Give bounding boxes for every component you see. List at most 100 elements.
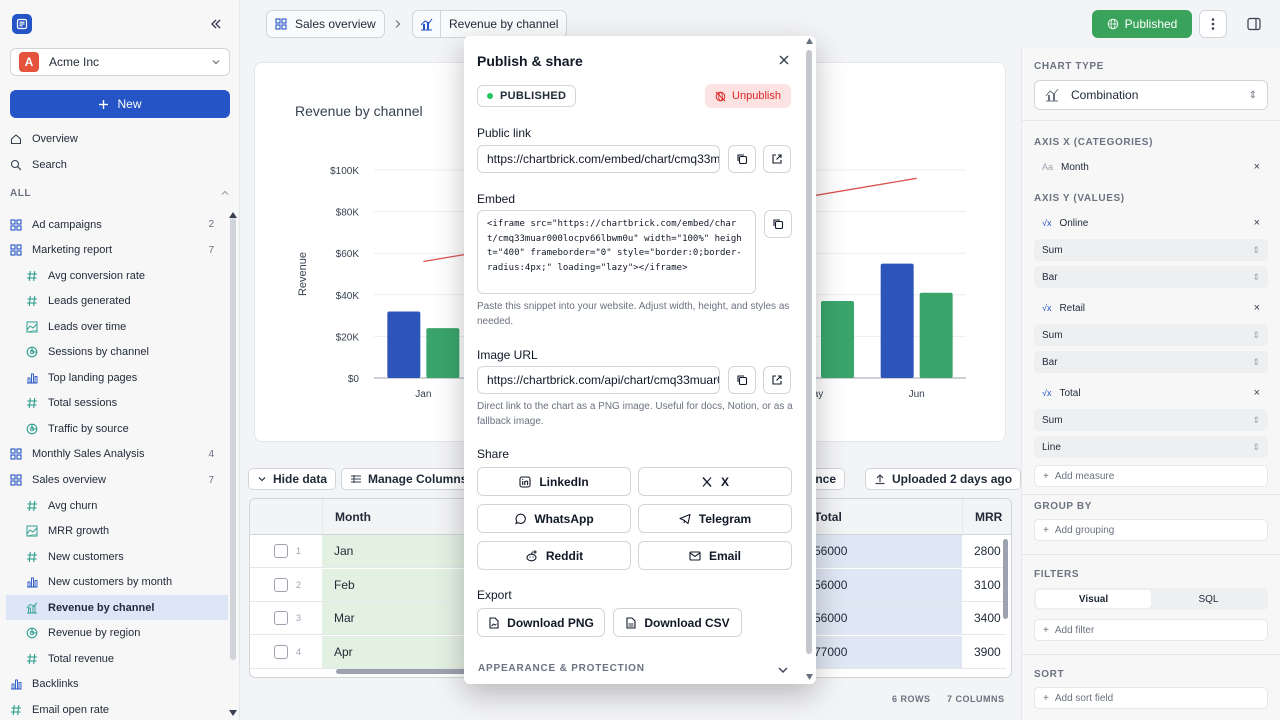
more-menu-button[interactable] [1199,10,1227,38]
embed-code[interactable]: <iframe src="https://chartbrick.com/embe… [477,210,756,294]
nav-search[interactable]: Search [10,155,230,175]
hash-icon [27,270,37,281]
sidebar-item[interactable]: Total revenue [6,646,228,671]
unpublish-button[interactable]: Unpublish [705,84,791,108]
mrr-cell[interactable]: 3100 [962,568,1006,602]
row-checkbox[interactable] [274,611,288,625]
table-header-mrr[interactable]: MRR [962,499,1011,535]
sidebar-item[interactable]: New customers by month [6,570,228,595]
row-checkbox[interactable] [274,544,288,558]
remove-measure-icon[interactable]: × [1253,387,1260,399]
copy-embed-button[interactable] [764,210,792,238]
aggregation-select[interactable]: Sum ⇕ [1034,324,1268,346]
toggle-panel-button[interactable] [1240,10,1268,38]
total-cell[interactable]: 56000 [802,602,962,635]
public-link-input[interactable]: https://chartbrick.com/embed/chart/cmq33… [477,145,720,173]
sidebar-item[interactable]: MRR growth [6,519,228,544]
chevron-down-icon[interactable] [777,665,789,675]
open-public-link-button[interactable] [763,145,791,173]
sidebar-item[interactable]: Monthly Sales Analysis 4 [6,442,228,467]
share-telegram-button[interactable]: Telegram [638,504,792,533]
aggregation-select[interactable]: Sum ⇕ [1034,409,1268,431]
collapse-sidebar-button[interactable] [206,14,226,34]
new-button[interactable]: New [10,90,230,118]
appearance-protection-toggle[interactable]: APPEARANCE & PROTECTION [478,663,645,674]
remove-axis-x-icon[interactable]: × [1253,161,1260,173]
sidebar-scrollbar[interactable] [230,218,236,660]
visualization-select[interactable]: Line ⇕ [1034,436,1268,458]
hide-data-button[interactable]: Hide data [248,468,337,490]
sidebar-item[interactable]: Traffic by source [6,416,228,441]
sidebar-item[interactable]: Backlinks [6,672,228,697]
measure-field[interactable]: √x Retail × [1034,297,1268,319]
copy-icon [737,375,748,386]
total-cell[interactable]: 77000 [802,635,962,669]
sidebar-item[interactable]: Revenue by channel [6,595,228,621]
add-grouping-button[interactable]: + Add grouping [1034,519,1268,541]
sidebar-item[interactable]: New customers [6,544,228,569]
mrr-cell[interactable]: 3400 [962,602,1006,635]
image-url-input[interactable]: https://chartbrick.com/api/chart/cmq33mu… [477,366,720,394]
scroll-down-arrow-icon[interactable] [229,710,237,716]
remove-measure-icon[interactable]: × [1253,302,1260,314]
sidebar-item[interactable]: Revenue by region [6,621,228,646]
manage-columns-button[interactable]: Manage Columns [341,468,477,490]
sidebar-item[interactable]: Marketing report 7 [6,238,228,263]
breadcrumb-dashboard[interactable]: Sales overview [266,10,385,38]
table-v-scroll[interactable] [1002,535,1010,667]
open-image-url-button[interactable] [763,366,791,394]
visualization-select[interactable]: Bar ⇕ [1034,266,1268,288]
sidebar-item[interactable]: Email open rate [6,697,228,720]
share-whatsapp-button[interactable]: WhatsApp [477,504,631,533]
section-all[interactable]: ALL [10,188,230,199]
sidebar-item[interactable]: Leads over time [6,314,228,339]
org-switcher[interactable]: A Acme Inc [10,48,230,76]
download-csv-button[interactable]: Download CSV [613,608,742,637]
scroll-down-arrow-icon[interactable] [806,674,813,680]
table-header-total[interactable]: Total [802,499,962,535]
sidebar-item[interactable]: Avg conversion rate [6,263,228,288]
table-h-scroll[interactable] [336,669,468,674]
app-logo[interactable] [12,14,32,34]
sidebar-item[interactable]: Ad campaigns 2 [6,212,228,237]
measure-field[interactable]: √x Online × [1034,212,1268,234]
aggregation-select[interactable]: Sum ⇕ [1034,239,1268,261]
row-checkbox[interactable] [274,644,288,659]
visualization-select[interactable]: Bar ⇕ [1034,351,1268,373]
tab-visual[interactable]: Visual [1036,590,1151,608]
nav-overview[interactable]: Overview [10,129,230,149]
sidebar-item[interactable]: Total sessions [6,391,228,416]
sidebar-item[interactable]: Leads generated [6,289,228,314]
modal-scrollbar[interactable] [806,50,812,654]
share-x-button[interactable]: X [638,467,792,496]
add-sort-button[interactable]: + Add sort field [1034,687,1268,709]
mrr-cell[interactable]: 3900 [962,635,1006,669]
updown-icon: ⇕ [1252,356,1260,367]
sidebar-item[interactable]: Avg churn [6,493,228,518]
chart-type-select[interactable]: Combination ⇕ [1034,80,1268,110]
total-cell[interactable]: 56000 [802,535,962,568]
row-checkbox[interactable] [274,577,288,592]
share-reddit-button[interactable]: Reddit [477,541,631,570]
scroll-up-arrow-icon[interactable] [229,212,237,218]
uploaded-button[interactable]: Uploaded 2 days ago [865,468,1022,490]
tab-sql[interactable]: SQL [1198,593,1219,605]
total-cell[interactable]: 56000 [802,568,962,602]
measure-field[interactable]: √x Total × [1034,382,1268,404]
close-button[interactable] [776,52,792,68]
sidebar-item[interactable]: Sales overview 7 [6,468,228,493]
share-linkedin-button[interactable]: LinkedIn [477,467,631,496]
sidebar-item[interactable]: Top landing pages [6,365,228,390]
copy-image-url-button[interactable] [728,366,756,394]
download-png-button[interactable]: Download PNG [477,608,605,637]
published-button[interactable]: Published [1092,10,1192,38]
mrr-cell[interactable]: 2800 [962,535,1006,568]
axis-x-field[interactable]: Aa Month × [1034,156,1268,178]
share-email-button[interactable]: Email [638,541,792,570]
remove-measure-icon[interactable]: × [1253,217,1260,229]
add-measure-button[interactable]: + Add measure [1034,465,1268,487]
copy-public-link-button[interactable] [728,145,756,173]
add-filter-button[interactable]: + Add filter [1034,619,1268,641]
sidebar-item[interactable]: Sessions by channel [6,340,228,365]
scroll-up-arrow-icon[interactable] [806,38,813,44]
